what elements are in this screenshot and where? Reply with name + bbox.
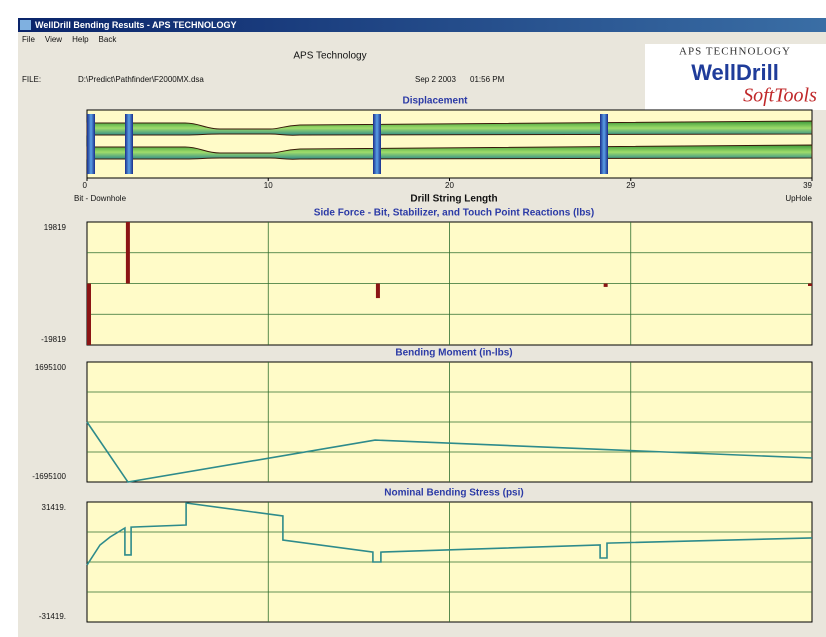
logo-company: APS TECHNOLOGY — [679, 46, 791, 58]
x-tick-label: 20 — [445, 181, 454, 190]
plot-title: Side Force - Bit, Stabilizer, and Touch … — [314, 208, 594, 219]
data-line — [86, 421, 813, 483]
menu-item[interactable]: View — [45, 35, 62, 44]
x-start-label: Bit - Downhole — [74, 194, 127, 203]
y-tick-label: -1695100 — [32, 472, 66, 481]
x-tick-label: 39 — [803, 181, 812, 190]
reaction-bar — [87, 283, 91, 345]
stabilizer — [600, 114, 608, 174]
menu-item[interactable]: Back — [99, 35, 118, 44]
y-tick-label: -19819 — [41, 335, 66, 344]
file-path: D:\Predict\Pathfinder\F2000MX.dsa — [78, 75, 204, 84]
x-tick-label: 0 — [83, 181, 88, 190]
y-tick-label: -31419. — [39, 612, 66, 621]
plot-title: Nominal Bending Stress (psi) — [384, 488, 523, 499]
reaction-bar — [125, 222, 130, 284]
plot-title: Displacement — [402, 96, 468, 107]
menu-bar: File View Help Back — [22, 35, 117, 44]
logo — [645, 44, 826, 110]
charts: Displacement 0 10 20 29 39 Bit - Downhole Drill… — [32, 96, 813, 623]
menu-item[interactable]: Help — [72, 35, 89, 44]
logo-product: WellDrill — [691, 60, 779, 85]
menu-item[interactable]: File — [22, 35, 35, 44]
pipe-band — [86, 144, 813, 160]
data-line — [86, 502, 813, 566]
window-title: WellDrill Bending Results - APS TECHNOLO… — [35, 20, 237, 30]
reaction-bar — [808, 283, 812, 286]
title-bar — [18, 18, 826, 32]
plot-title: Bending Moment (in-lbs) — [395, 348, 512, 359]
date: Sep 2 2003 — [415, 75, 456, 84]
stabilizer — [87, 114, 95, 174]
x-end-label: UpHole — [785, 194, 812, 203]
stabilizer — [373, 114, 381, 174]
stabilizer — [125, 114, 133, 174]
reaction-bar — [375, 283, 380, 299]
logo-tagline: SoftTools — [743, 85, 817, 107]
app-icon — [20, 20, 31, 30]
x-tick-label: 29 — [626, 181, 635, 190]
x-axis-title: Drill String Length — [410, 194, 497, 205]
reaction-bar — [603, 283, 608, 287]
y-tick-label: 31419. — [42, 503, 66, 512]
file-label: FILE: — [22, 75, 41, 84]
x-tick-label: 10 — [264, 181, 273, 190]
y-tick-label: 1695100 — [35, 363, 67, 372]
y-tick-label: 19819 — [44, 223, 67, 232]
plot-area — [86, 109, 813, 179]
time: 01:56 PM — [470, 75, 505, 84]
company-name: APS Technology — [293, 51, 366, 62]
pipe-band — [86, 120, 813, 136]
